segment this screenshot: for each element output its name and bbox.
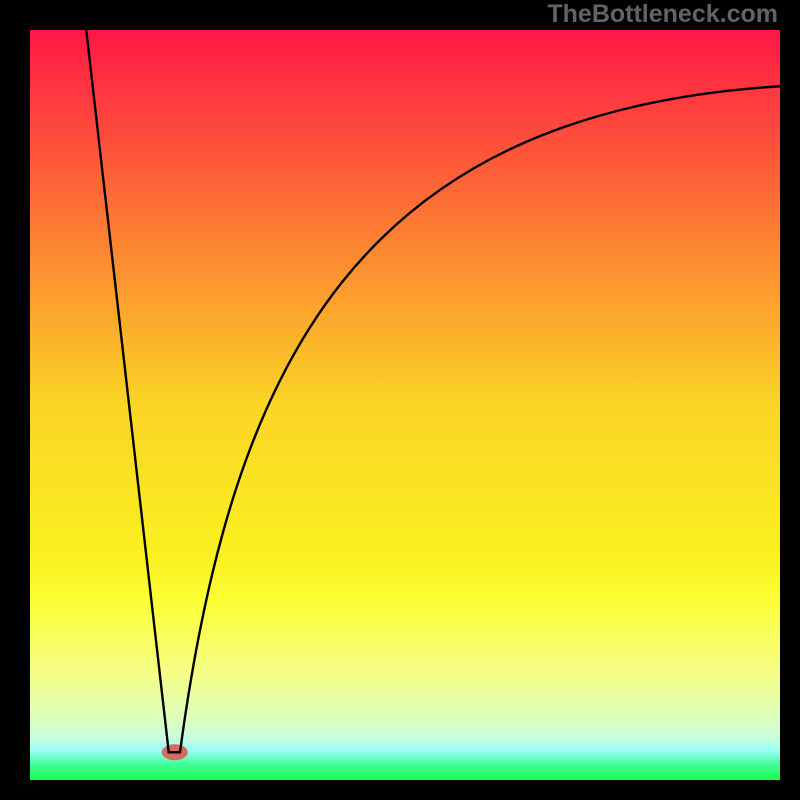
- gradient-background: [30, 30, 780, 780]
- watermark-text: TheBottleneck.com: [547, 0, 778, 29]
- chart-frame: [0, 0, 800, 800]
- chart-svg: [0, 0, 800, 800]
